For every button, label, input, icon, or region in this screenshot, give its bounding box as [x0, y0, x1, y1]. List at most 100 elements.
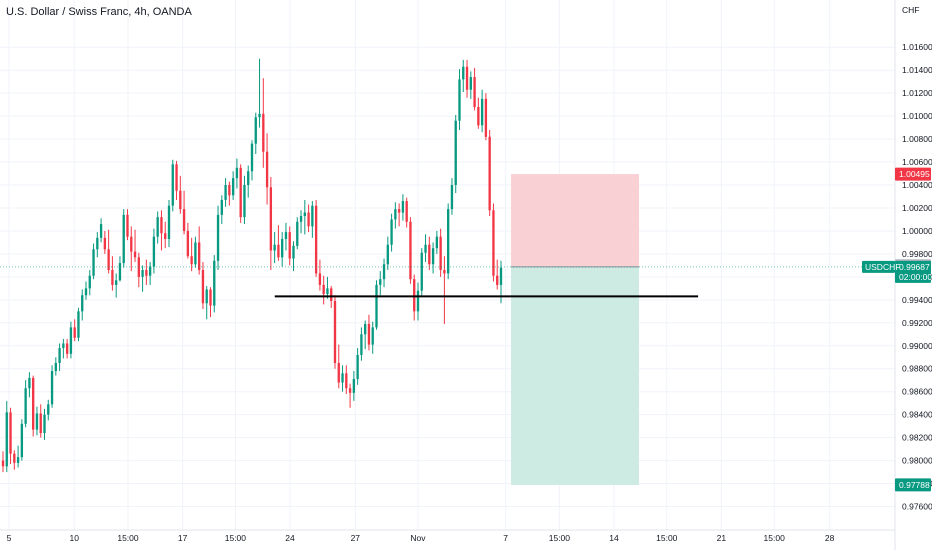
candle-body — [382, 264, 386, 280]
candle-body — [258, 113, 261, 118]
candle-body — [277, 244, 280, 258]
candle-body — [16, 457, 20, 463]
candle-body — [352, 379, 356, 393]
price-tick-label: 1.00000 — [902, 226, 932, 236]
time-tick-label: 10 — [70, 533, 80, 543]
candle-body — [473, 77, 476, 107]
candle-body — [186, 230, 190, 257]
price-tick-label: 0.99000 — [902, 341, 932, 351]
target-price-badge-bg — [895, 478, 931, 492]
candle-body — [179, 190, 182, 210]
candle-body — [96, 237, 99, 250]
price-axis[interactable]: 1.01600 1.01400 1.01200 1.01000 1.00800 1.006… — [894, 0, 932, 550]
candle-body — [296, 221, 299, 246]
candle-body — [345, 373, 348, 389]
time-axis[interactable]: 5 10 15:00 17 15:00 24 27 Nov 7 15:00 14 15:00 21 15:… — [0, 529, 895, 543]
price-tick-label: 0.99800 — [902, 249, 932, 259]
time-tick-label: 27 — [351, 533, 361, 543]
candle-body — [235, 167, 239, 179]
time-tick-label: 15:00 — [225, 533, 247, 543]
candle-body — [307, 212, 310, 227]
candle-body — [103, 237, 107, 250]
candle-body — [322, 284, 325, 295]
candle-body — [88, 275, 91, 289]
candle-body — [20, 423, 24, 458]
countdown-label: 02:00:00 — [899, 272, 932, 282]
candle-body — [69, 327, 73, 354]
candle-body — [201, 269, 205, 304]
candle-body — [401, 201, 405, 213]
time-tick-label: 21 — [717, 533, 727, 543]
candle-body — [148, 266, 152, 276]
candle-body — [5, 412, 8, 467]
candle-body — [111, 269, 114, 285]
candle-body — [224, 185, 227, 200]
candle-body — [167, 205, 171, 239]
candle-body — [228, 185, 231, 196]
price-tick-label: 1.00200 — [902, 203, 932, 213]
candle-body — [141, 269, 144, 277]
candle-body — [284, 232, 288, 239]
candle-body — [152, 236, 156, 267]
candle-body — [364, 323, 367, 335]
candle-body — [24, 388, 27, 424]
candle-body — [292, 245, 295, 259]
candle-body — [231, 178, 235, 196]
candle-body — [318, 273, 322, 285]
chart-title: U.S. Dollar / Swiss Franc, 4h, OANDA — [6, 6, 192, 18]
candle-body — [367, 323, 371, 345]
candle-body — [435, 236, 439, 249]
candle-body — [341, 373, 344, 383]
candle-body — [254, 117, 257, 144]
candle-body — [462, 66, 465, 80]
candle-body — [413, 279, 416, 312]
candle-body — [209, 289, 212, 306]
candle-body — [115, 280, 118, 285]
price-tick-label: 1.00400 — [902, 180, 932, 190]
position-zones[interactable] — [511, 174, 640, 485]
time-tick-label: 28 — [825, 533, 835, 543]
candle-body — [39, 413, 42, 434]
candle-body — [28, 377, 31, 389]
candle-body — [428, 244, 431, 265]
price-tick-label: 0.99200 — [902, 318, 932, 328]
candle-body — [156, 217, 159, 237]
last-price-badge: 0.99687 — [899, 262, 930, 272]
candles — [1, 58, 503, 473]
candle-body — [65, 343, 69, 354]
price-tick-label: 1.01200 — [902, 88, 932, 98]
stop-price-badge-bg — [895, 167, 931, 181]
take-profit-zone — [511, 266, 640, 485]
candle-body — [450, 185, 454, 210]
candle-body — [405, 201, 408, 222]
candle-body — [175, 164, 178, 191]
candle-body — [77, 311, 80, 338]
candle-body — [379, 279, 382, 285]
candle-body — [247, 171, 250, 186]
candle-body — [439, 236, 442, 270]
chart-lines — [0, 266, 895, 298]
candle-body — [337, 362, 340, 383]
stop-price-badge: 1.00495 — [899, 169, 930, 179]
candle-body — [311, 205, 314, 227]
currency-label: CHF — [902, 5, 919, 15]
candle-body — [281, 238, 284, 258]
candle-body — [375, 284, 378, 328]
symbol-tag: USDCHF — [865, 262, 900, 272]
time-tick-label: 5 — [7, 533, 12, 543]
candle-body — [118, 263, 122, 281]
candle-body — [371, 327, 374, 345]
candle-body — [213, 260, 216, 306]
price-tick-label: 1.01000 — [902, 111, 932, 121]
candle-body — [360, 334, 363, 355]
time-tick-label: 15:00 — [117, 533, 139, 543]
candle-body — [126, 214, 129, 237]
candle-body — [469, 77, 472, 90]
price-tick-label: 0.98000 — [902, 456, 932, 466]
candle-body — [262, 113, 265, 152]
candle-body — [458, 79, 461, 121]
candle-body — [58, 348, 61, 363]
price-tick-label: 0.98400 — [902, 410, 932, 420]
candle-body — [43, 414, 46, 434]
